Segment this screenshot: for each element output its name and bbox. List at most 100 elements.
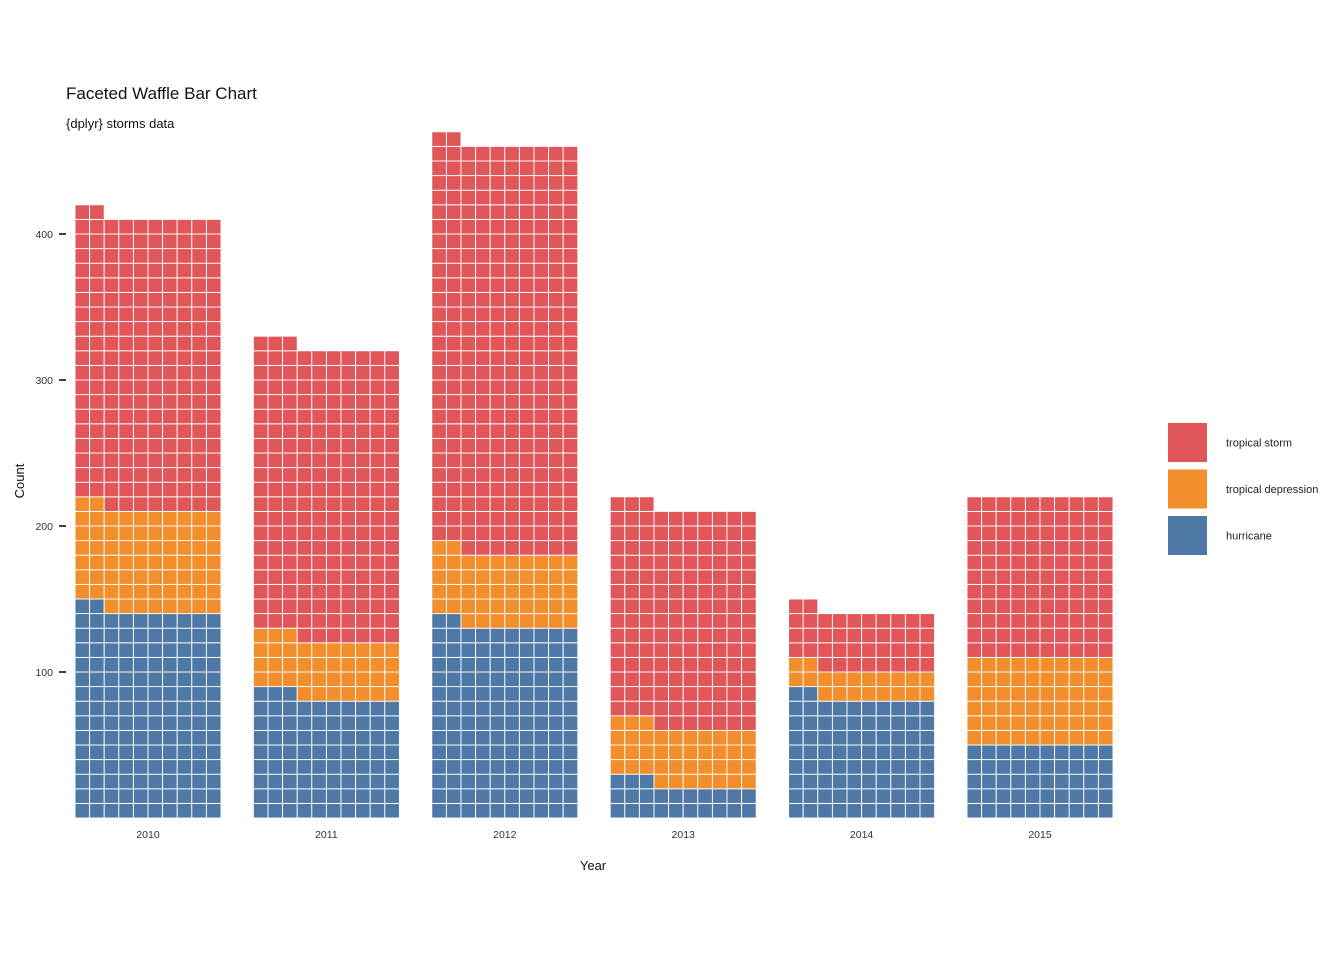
waffle-square-tropical-storm <box>445 408 462 425</box>
waffle-square-hurricane <box>846 788 863 804</box>
waffle-square-tropical-depression <box>518 598 535 615</box>
waffle-square-tropical-depression <box>966 656 983 673</box>
waffle-square-tropical-storm <box>533 218 550 235</box>
waffle-square-tropical-storm <box>103 496 120 512</box>
waffle-square-tropical-depression <box>548 583 564 600</box>
waffle-square-hurricane <box>74 715 91 731</box>
waffle-square-tropical-storm <box>475 160 491 177</box>
waffle-square-tropical-depression <box>431 540 447 556</box>
waffle-square-tropical-storm <box>638 656 655 673</box>
waffle-square-tropical-depression <box>475 613 491 629</box>
waffle-square-tropical-storm <box>355 540 371 556</box>
waffle-square-hurricane <box>89 686 105 702</box>
waffle-square-hurricane <box>325 773 342 790</box>
waffle-square-tropical-storm <box>205 408 222 425</box>
waffle-square-tropical-storm <box>311 364 327 381</box>
waffle-square-tropical-storm <box>147 277 164 293</box>
waffle-square-tropical-storm <box>475 496 491 512</box>
waffle-square-tropical-storm <box>741 671 757 688</box>
waffle-square-hurricane <box>504 642 520 658</box>
waffle-square-hurricane <box>875 715 892 731</box>
waffle-square-hurricane <box>904 744 921 761</box>
waffle-square-tropical-storm <box>325 364 342 381</box>
waffle-square-tropical-storm <box>831 613 848 629</box>
waffle-square-tropical-storm <box>1068 525 1085 542</box>
waffle-square-tropical-storm <box>296 437 313 454</box>
waffle-square-tropical-storm <box>518 233 535 250</box>
waffle-square-tropical-storm <box>369 613 386 629</box>
waffle-square-hurricane <box>518 715 535 731</box>
waffle-square-tropical-storm <box>1097 627 1114 644</box>
waffle-square-hurricane <box>205 788 222 804</box>
waffle-square-tropical-storm <box>176 379 193 396</box>
waffle-square-hurricane <box>325 715 342 731</box>
waffle-square-tropical-storm <box>548 291 564 308</box>
waffle-square-tropical-storm <box>518 467 535 483</box>
waffle-square-tropical-storm <box>548 218 564 235</box>
waffle-square-hurricane <box>875 788 892 804</box>
waffle-square-hurricane <box>132 656 149 673</box>
waffle-square-tropical-depression <box>103 540 120 556</box>
waffle-square-tropical-depression <box>1054 686 1070 702</box>
waffle-square-hurricane <box>966 788 983 804</box>
waffle-square-tropical-depression <box>1039 700 1056 717</box>
waffle-square-tropical-storm <box>176 481 193 498</box>
waffle-square-tropical-depression <box>325 686 342 702</box>
waffle-square-hurricane <box>890 773 906 790</box>
waffle-square-tropical-storm <box>205 364 222 381</box>
waffle-square-hurricane <box>802 715 819 731</box>
waffle-square-tropical-depression <box>726 744 743 761</box>
waffle-square-tropical-storm <box>624 598 640 615</box>
waffle-square-tropical-depression <box>1039 671 1056 688</box>
waffle-square-tropical-storm <box>1010 569 1026 585</box>
waffle-square-tropical-storm <box>369 583 386 600</box>
waffle-square-hurricane <box>89 715 105 731</box>
waffle-square-tropical-storm <box>431 481 447 498</box>
waffle-square-hurricane <box>518 700 535 717</box>
waffle-square-tropical-storm <box>296 394 313 410</box>
waffle-square-tropical-depression <box>638 759 655 775</box>
waffle-square-tropical-storm <box>489 481 506 498</box>
waffle-square-tropical-depression <box>118 569 134 585</box>
waffle-square-tropical-storm <box>205 452 222 469</box>
waffle-square-tropical-storm <box>711 613 728 629</box>
waffle-square-hurricane <box>846 744 863 761</box>
waffle-square-tropical-storm <box>624 700 640 717</box>
waffle-square-tropical-storm <box>296 364 313 381</box>
waffle-square-tropical-storm <box>311 598 327 615</box>
waffle-square-tropical-storm <box>431 335 447 352</box>
waffle-square-tropical-storm <box>548 204 564 220</box>
waffle-square-tropical-storm <box>445 496 462 512</box>
waffle-square-hurricane <box>205 642 222 658</box>
waffle-square-tropical-depression <box>355 671 371 688</box>
waffle-square-tropical-depression <box>697 729 713 746</box>
waffle-square-tropical-storm <box>533 379 550 396</box>
waffle-square-hurricane <box>1097 788 1114 804</box>
waffle-square-tropical-storm <box>1083 510 1099 527</box>
waffle-square-tropical-storm <box>355 394 371 410</box>
waffle-square-hurricane <box>817 773 833 790</box>
waffle-square-tropical-storm <box>118 218 134 235</box>
waffle-square-tropical-depression <box>74 583 91 600</box>
waffle-square-tropical-storm <box>638 700 655 717</box>
waffle-square-hurricane <box>355 788 371 804</box>
waffle-square-hurricane <box>1024 773 1041 790</box>
waffle-square-hurricane <box>831 729 848 746</box>
waffle-square-tropical-storm <box>325 437 342 454</box>
waffle-square-tropical-storm <box>384 350 400 366</box>
waffle-square-tropical-storm <box>118 306 134 323</box>
waffle-square-tropical-storm <box>741 598 757 615</box>
waffle-square-tropical-depression <box>340 686 357 702</box>
waffle-square-hurricane <box>966 744 983 761</box>
waffle-square-tropical-storm <box>147 350 164 366</box>
waffle-square-tropical-storm <box>518 364 535 381</box>
waffle-square-hurricane <box>282 759 298 775</box>
waffle-square-hurricane <box>995 802 1012 819</box>
waffle-square-tropical-storm <box>431 525 447 542</box>
waffle-square-tropical-depression <box>325 671 342 688</box>
waffle-square-hurricane <box>460 686 477 702</box>
waffle-square-hurricane <box>788 700 804 717</box>
waffle-square-tropical-storm <box>518 379 535 396</box>
waffle-square-tropical-depression <box>176 525 193 542</box>
waffle-square-hurricane <box>176 715 193 731</box>
